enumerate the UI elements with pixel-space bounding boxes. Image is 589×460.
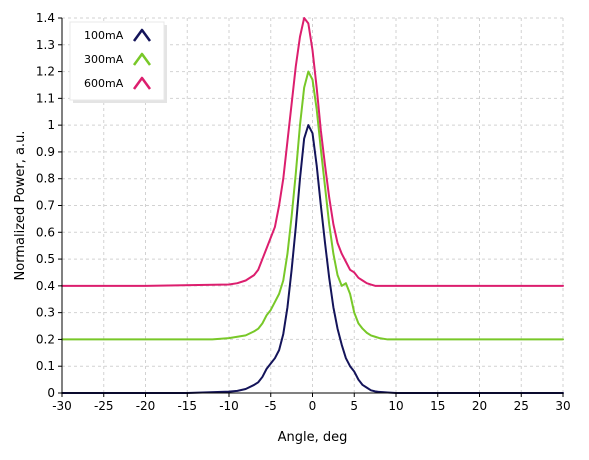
- y-tick-label: 0.5: [36, 252, 55, 266]
- legend-label: 300mA: [84, 53, 124, 66]
- x-tick-label: 0: [309, 399, 317, 413]
- series-line-300mA: [61, 70, 564, 341]
- y-tick-label: 1.1: [36, 91, 55, 105]
- x-tick-label: -30: [52, 399, 72, 413]
- tick-labels: -30 -25 -20 -15 -10 -5 0 5 10 15 20 25 30 0 0.1 0.2 0.3 0…: [36, 11, 571, 413]
- x-tick-label: 20: [472, 399, 487, 413]
- x-tick-label: -5: [265, 399, 277, 413]
- legend-label: 600mA: [84, 77, 124, 90]
- x-tick-label: 10: [388, 399, 403, 413]
- x-tick-label: 25: [514, 399, 529, 413]
- axes: [58, 17, 564, 397]
- y-tick-label: 0: [47, 386, 55, 400]
- x-tick-label: -20: [136, 399, 156, 413]
- y-tick-label: 0.3: [36, 306, 55, 320]
- y-tick-label: 0.6: [36, 225, 55, 239]
- y-tick-label: 0.9: [36, 145, 55, 159]
- x-tick-label: -10: [219, 399, 239, 413]
- y-tick-label: 0.8: [36, 172, 55, 186]
- legend-swatch: [132, 28, 152, 42]
- x-axis-title: Angle, deg: [278, 430, 348, 445]
- y-tick-label: 1.2: [36, 65, 55, 79]
- y-tick-label: 1.4: [36, 11, 55, 25]
- legend: 100mA 300mA 600mA: [69, 21, 167, 103]
- series-lines: [61, 17, 564, 394]
- y-tick-label: 1.3: [36, 38, 55, 52]
- y-tick-label: 0.7: [36, 199, 55, 213]
- y-tick-label: 0.4: [36, 279, 55, 293]
- series-line-600mA: [61, 17, 564, 287]
- y-tick-label: 1: [47, 118, 55, 132]
- x-tick-label: -15: [177, 399, 197, 413]
- y-axis-title: Normalized Power, a.u.: [13, 131, 28, 281]
- x-tick-label: 30: [555, 399, 570, 413]
- y-tick-label: 0.2: [36, 332, 55, 346]
- legend-swatch: [132, 52, 152, 66]
- y-tick-label: 0.1: [36, 359, 55, 373]
- series-line-100mA: [61, 124, 564, 394]
- x-tick-label: 15: [430, 399, 445, 413]
- legend-label: 100mA: [84, 29, 124, 42]
- x-tick-label: -25: [94, 399, 114, 413]
- x-tick-label: 5: [350, 399, 358, 413]
- legend-swatch: [132, 76, 152, 90]
